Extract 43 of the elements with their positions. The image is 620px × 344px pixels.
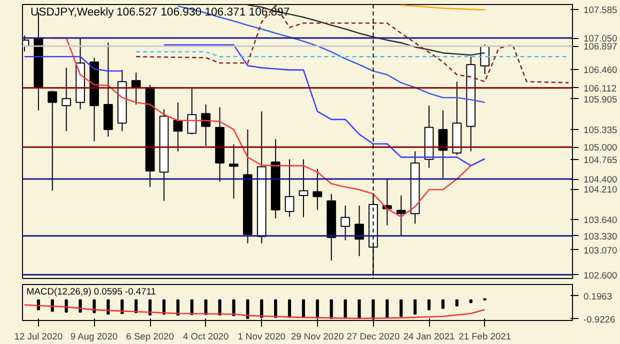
candlestick bbox=[48, 90, 58, 192]
candlestick bbox=[201, 104, 211, 147]
y-tick-label: 104.210 bbox=[584, 184, 618, 195]
candlestick bbox=[229, 144, 238, 200]
y-tick-label: 107.050 bbox=[584, 34, 618, 44]
candlestick bbox=[354, 205, 364, 257]
x-tick-label: 1 Nov 2020 bbox=[238, 332, 286, 342]
candlestick bbox=[438, 110, 448, 178]
x-tick-label: 4 Oct 2020 bbox=[183, 332, 229, 342]
candlestick bbox=[298, 158, 308, 218]
y-tick-label: 103.330 bbox=[584, 231, 618, 242]
y-tick-label: 106.897 bbox=[584, 42, 618, 52]
annotation: MACD(12,26,9) 0.0595 -0.4711 bbox=[26, 286, 156, 296]
candlestick bbox=[131, 72, 141, 106]
y-tick-label: 106.112 bbox=[584, 83, 617, 94]
y-tick-label: 105.335 bbox=[584, 124, 618, 135]
y-tick-label: 0.1963 bbox=[584, 291, 612, 302]
y-tick-label: 106.460 bbox=[584, 64, 618, 75]
x-tick-label: 21 Feb 2021 bbox=[458, 332, 512, 342]
y-tick-label: 103.640 bbox=[584, 214, 618, 225]
candlestick bbox=[173, 102, 183, 152]
x-tick-label: 9 Aug 2020 bbox=[70, 332, 118, 342]
x-tick-label: 24 Jan 2021 bbox=[403, 332, 455, 342]
y-tick-label: 103.070 bbox=[584, 245, 618, 256]
candlestick bbox=[312, 168, 322, 210]
x-tick-label: 27 Dec 2020 bbox=[346, 332, 400, 342]
line-series bbox=[24, 304, 486, 320]
y-tick-label: 104.400 bbox=[584, 174, 618, 185]
y-tick-label: 104.765 bbox=[584, 155, 618, 166]
candlestick bbox=[340, 205, 350, 241]
y-tick-label: -0.9226 bbox=[584, 314, 616, 324]
chart-title: USDJPY,Weekly bbox=[30, 6, 114, 18]
candlestick bbox=[62, 67, 72, 132]
x-tick-label: 29 Nov 2020 bbox=[290, 332, 344, 342]
y-tick-label: 102.600 bbox=[584, 270, 618, 280]
x-tick-label: 6 Sep 2020 bbox=[126, 332, 174, 342]
candlestick bbox=[284, 158, 294, 218]
candlestick bbox=[396, 195, 406, 236]
y-tick-label: 105.000 bbox=[584, 142, 618, 153]
candlestick bbox=[187, 88, 197, 135]
y-tick-label: 107.585 bbox=[584, 5, 618, 16]
y-tick-label: 105.905 bbox=[584, 94, 618, 104]
x-tick-label: 12 Jul 2020 bbox=[14, 332, 63, 342]
